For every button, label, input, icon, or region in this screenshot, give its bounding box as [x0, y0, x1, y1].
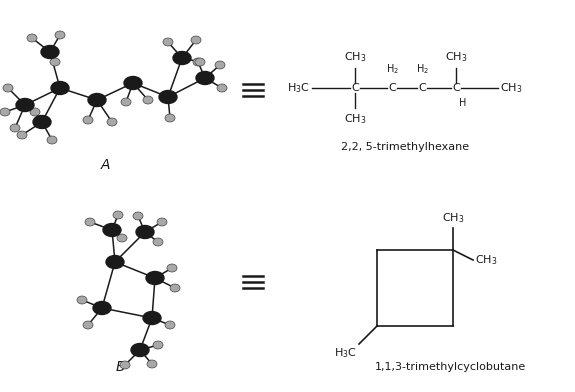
Text: C: C: [452, 83, 460, 93]
Ellipse shape: [103, 223, 121, 236]
Text: CH$_3$: CH$_3$: [344, 50, 366, 64]
Ellipse shape: [147, 360, 157, 368]
Ellipse shape: [159, 91, 177, 103]
Ellipse shape: [83, 116, 93, 124]
Ellipse shape: [17, 131, 27, 139]
Ellipse shape: [170, 284, 180, 292]
Text: H$_3$C: H$_3$C: [287, 81, 310, 95]
Text: C: C: [388, 83, 396, 93]
Ellipse shape: [163, 38, 173, 46]
Text: CH$_3$: CH$_3$: [442, 211, 464, 225]
Text: B: B: [115, 360, 125, 374]
Ellipse shape: [153, 238, 163, 246]
Text: CH$_3$: CH$_3$: [500, 81, 523, 95]
Ellipse shape: [167, 264, 177, 272]
Text: A: A: [100, 158, 110, 172]
Ellipse shape: [165, 321, 175, 329]
Ellipse shape: [30, 108, 40, 116]
Ellipse shape: [143, 96, 153, 104]
Ellipse shape: [143, 312, 161, 325]
Ellipse shape: [51, 82, 69, 94]
Ellipse shape: [41, 45, 59, 58]
Text: CH$_3$: CH$_3$: [475, 253, 497, 267]
Ellipse shape: [217, 84, 227, 92]
Ellipse shape: [117, 234, 127, 242]
Ellipse shape: [120, 361, 130, 369]
Text: C: C: [418, 83, 426, 93]
Ellipse shape: [215, 61, 225, 69]
Ellipse shape: [193, 58, 203, 66]
Ellipse shape: [133, 212, 143, 220]
Ellipse shape: [173, 51, 191, 65]
Ellipse shape: [83, 321, 93, 329]
Ellipse shape: [27, 34, 37, 42]
Ellipse shape: [196, 71, 214, 85]
Ellipse shape: [85, 218, 95, 226]
Ellipse shape: [157, 218, 167, 226]
Ellipse shape: [55, 31, 65, 39]
Ellipse shape: [50, 58, 60, 66]
Text: C: C: [351, 83, 359, 93]
Ellipse shape: [153, 341, 163, 349]
Ellipse shape: [88, 94, 106, 107]
Text: H$_2$: H$_2$: [385, 62, 398, 76]
Ellipse shape: [10, 124, 20, 132]
Ellipse shape: [121, 98, 131, 106]
Text: H$_2$: H$_2$: [416, 62, 428, 76]
Ellipse shape: [191, 36, 201, 44]
Text: H$_3$C: H$_3$C: [334, 346, 357, 360]
Ellipse shape: [47, 136, 57, 144]
Text: 2,2, 5-trimethylhexane: 2,2, 5-trimethylhexane: [341, 142, 469, 152]
Ellipse shape: [113, 211, 123, 219]
Ellipse shape: [93, 301, 111, 314]
Ellipse shape: [0, 108, 10, 116]
Text: 1,1,3-trimethylcyclobutane: 1,1,3-trimethylcyclobutane: [374, 362, 526, 372]
Ellipse shape: [146, 272, 164, 285]
Ellipse shape: [107, 118, 117, 126]
Ellipse shape: [124, 76, 142, 89]
Ellipse shape: [77, 296, 87, 304]
Ellipse shape: [16, 98, 34, 111]
Ellipse shape: [106, 256, 124, 269]
Ellipse shape: [131, 343, 149, 356]
Text: H: H: [459, 98, 467, 108]
Text: CH$_3$: CH$_3$: [344, 112, 366, 126]
Ellipse shape: [165, 114, 175, 122]
Ellipse shape: [33, 116, 51, 129]
Ellipse shape: [136, 225, 154, 238]
Ellipse shape: [3, 84, 13, 92]
Ellipse shape: [195, 58, 205, 66]
Text: CH$_3$: CH$_3$: [444, 50, 467, 64]
